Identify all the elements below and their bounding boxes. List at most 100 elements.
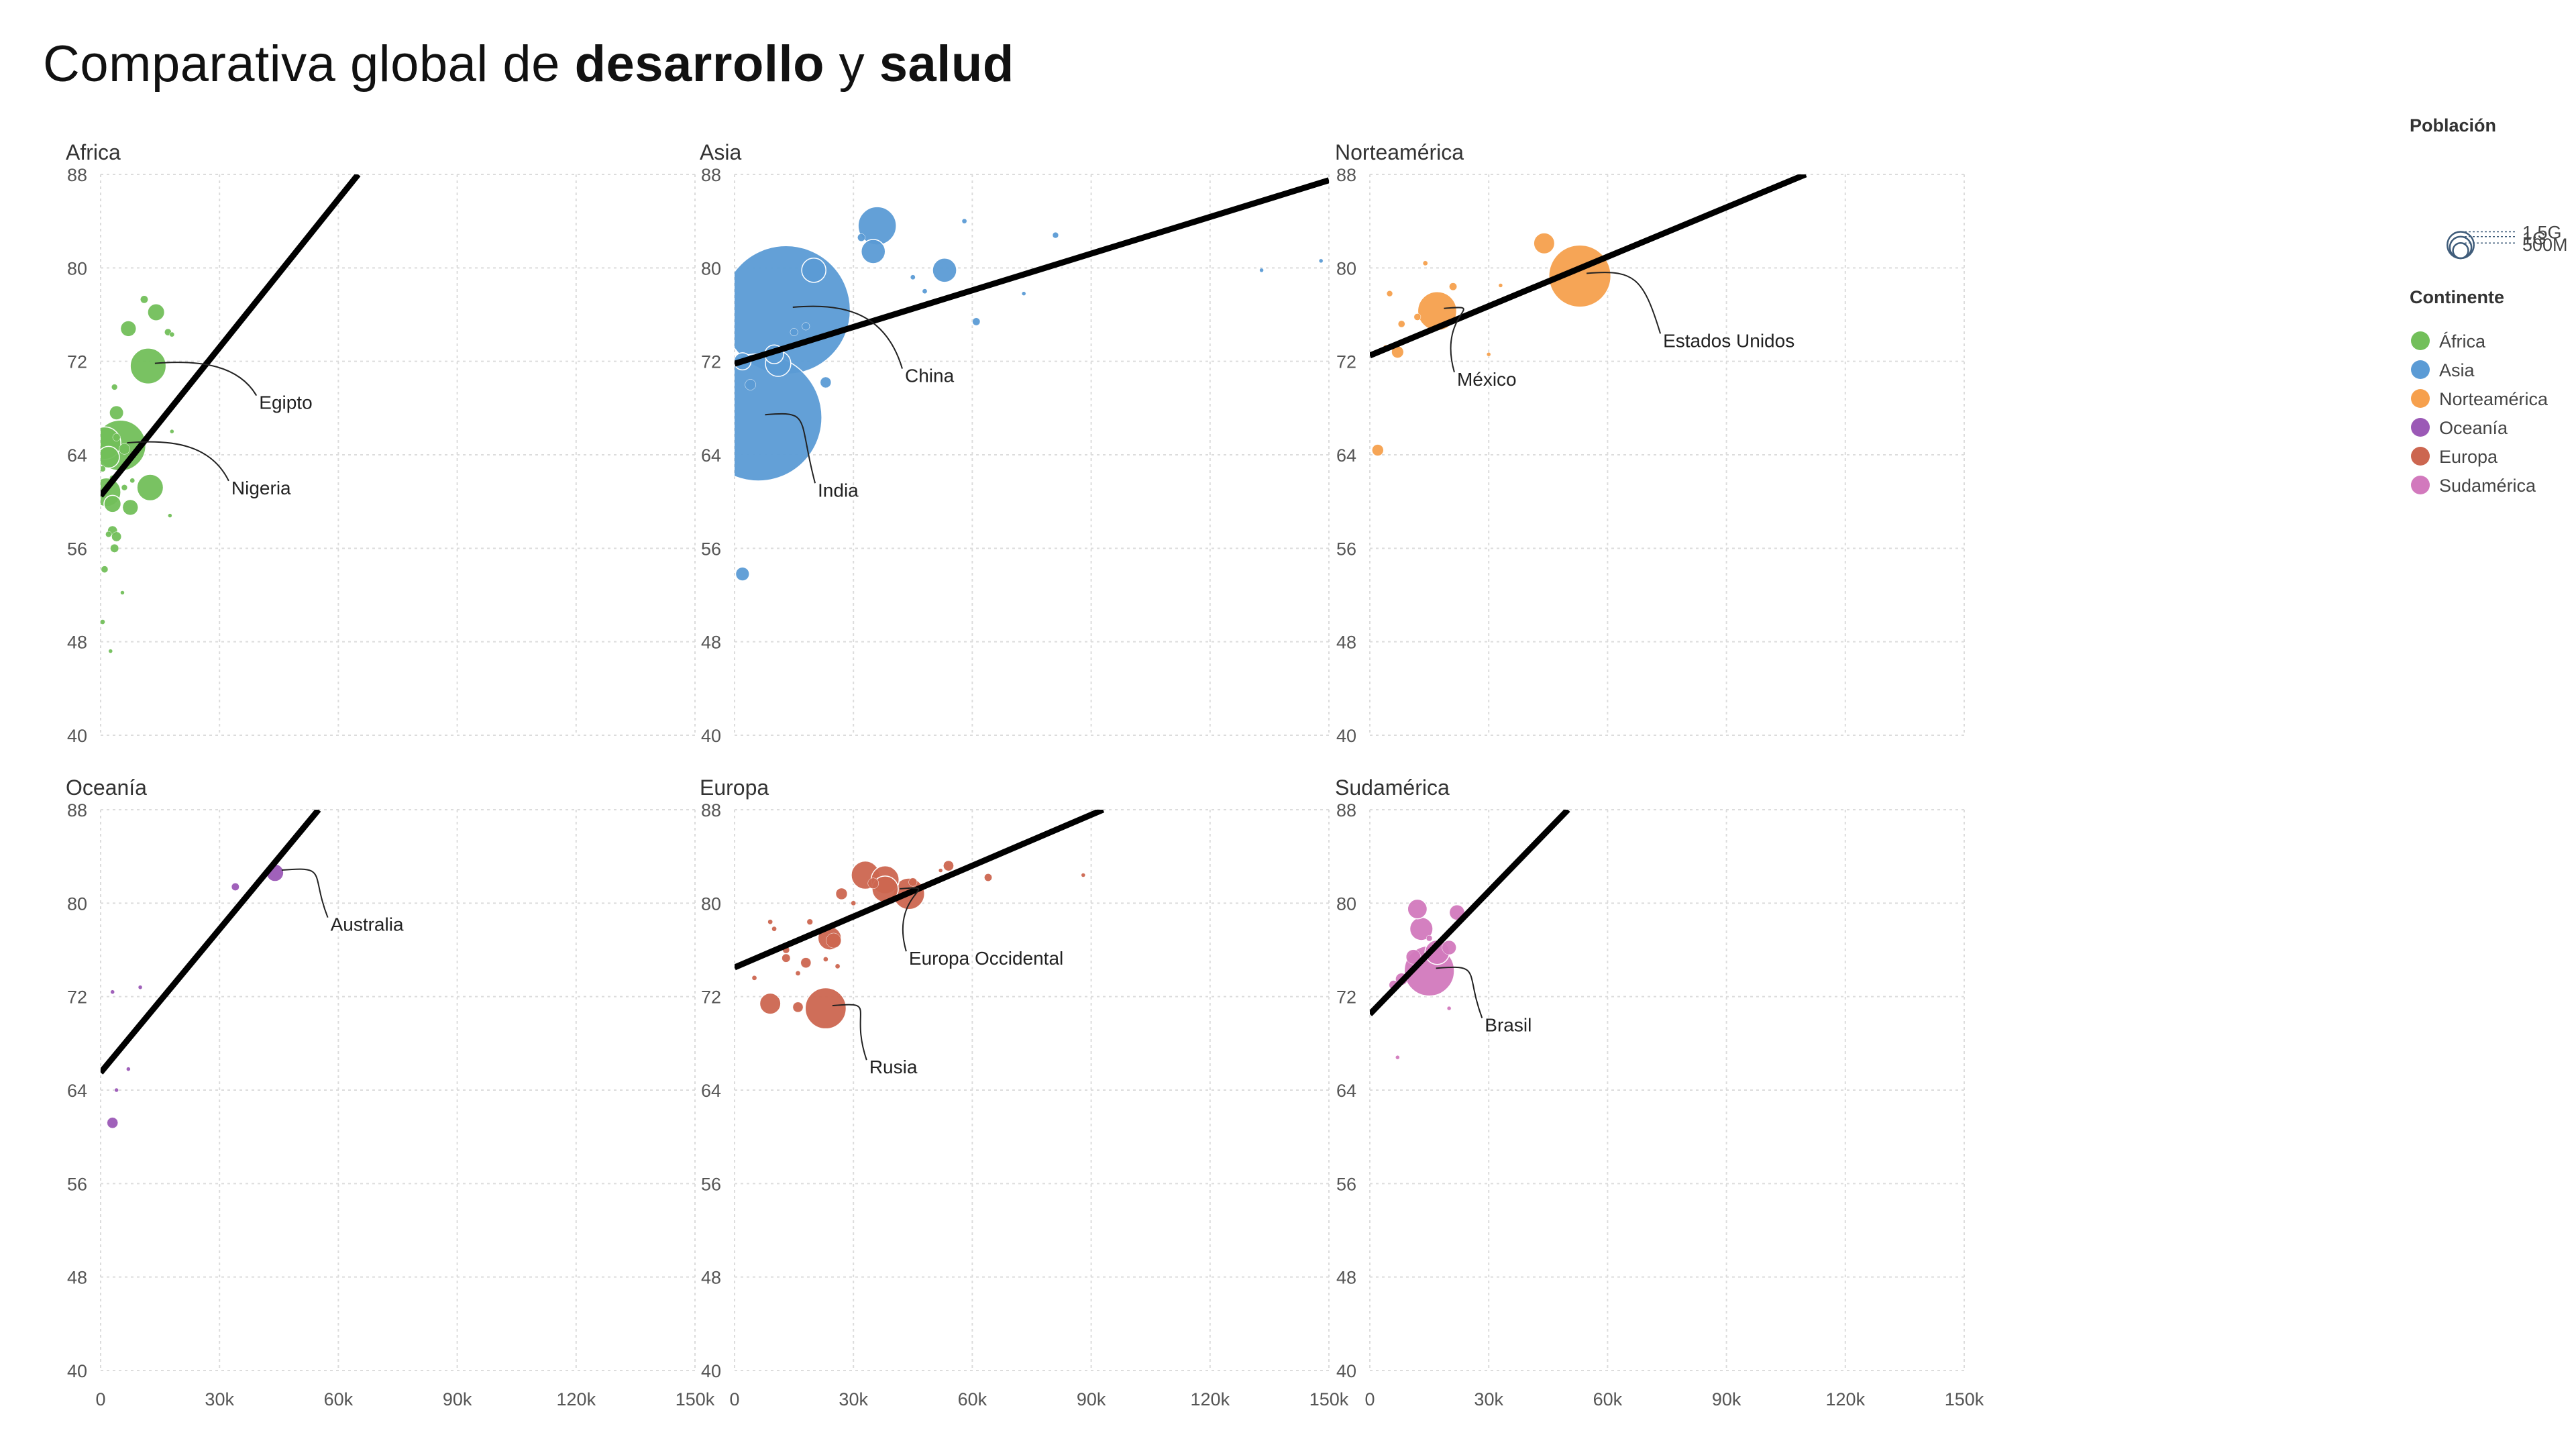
data-point: [932, 258, 957, 283]
x-tick-label: 90k: [443, 1389, 472, 1409]
x-tick-label: 60k: [958, 1389, 987, 1409]
annotation-connector: [765, 413, 816, 484]
annotation-label: Egipto: [259, 392, 312, 413]
panel-title: Sudamérica: [1335, 775, 1450, 800]
data-point: [745, 379, 756, 390]
annotation-label: Estados Unidos: [1663, 330, 1794, 351]
panel-title: Africa: [66, 140, 121, 164]
y-tick-label: 80: [67, 894, 87, 914]
title-part-1: Comparativa global de: [43, 36, 575, 93]
legend-swatch: [2411, 389, 2430, 408]
y-tick-label: 72: [67, 352, 87, 372]
data-point: [107, 1117, 119, 1129]
data-point: [120, 321, 137, 337]
data-point: [938, 868, 943, 873]
y-tick-label: 88: [67, 165, 87, 185]
y-tick-label: 64: [701, 1081, 721, 1101]
facet-panel: Sudamérica 40 48 56 64 72 80 88 0 30k 60k 90k 120k 15…: [1335, 775, 1984, 1409]
data-point: [101, 566, 109, 574]
annotation-connector: [154, 362, 258, 396]
data-point: [101, 619, 105, 625]
facet-panel: Europa 40 48 56 64 72 80 88 0 30k 60k 90k 120k 150k Eu…: [700, 775, 1349, 1409]
panel-plot-area: [1370, 810, 1570, 1060]
data-point: [1426, 934, 1433, 942]
annotation-connector: [281, 868, 329, 918]
annotation-connector: [832, 1004, 867, 1061]
size-legend-circle: [2452, 241, 2469, 260]
legend-swatch: [2411, 476, 2430, 494]
data-point: [792, 1002, 804, 1013]
y-tick-label: 40: [701, 1361, 721, 1381]
data-point: [103, 494, 122, 513]
y-tick-label: 40: [1336, 726, 1356, 746]
data-point: [867, 877, 879, 890]
color-legend-title: Continente: [2410, 287, 2504, 307]
data-point: [1498, 283, 1503, 288]
data-point: [136, 474, 164, 502]
y-tick-label: 48: [67, 633, 87, 653]
size-legend-label: 500M: [2522, 235, 2568, 255]
x-tick-label: 0: [1364, 1389, 1375, 1409]
data-point: [1052, 231, 1059, 239]
panel-plot-area: [101, 174, 361, 653]
y-tick-label: 72: [1336, 352, 1356, 372]
data-point: [1486, 352, 1491, 357]
title-part-3: y: [824, 36, 879, 93]
trend-line: [1370, 810, 1570, 1016]
annotation-connector: [1436, 966, 1483, 1018]
panel-title: Oceanía: [66, 775, 147, 800]
panel-title: Europa: [700, 775, 769, 800]
annotation-connector: [127, 441, 229, 482]
annotation-label: India: [818, 480, 859, 500]
data-point: [126, 1067, 131, 1071]
annotation-label: Brasil: [1485, 1014, 1532, 1035]
y-tick-label: 88: [701, 800, 721, 820]
data-point: [771, 926, 777, 932]
data-point: [804, 987, 847, 1030]
data-point: [922, 288, 928, 294]
data-point: [108, 649, 113, 653]
trend-line: [735, 177, 1329, 367]
data-point: [751, 975, 757, 981]
data-point: [110, 543, 119, 553]
y-tick-label: 56: [1336, 539, 1356, 559]
x-tick-label: 120k: [1826, 1389, 1866, 1409]
data-point: [759, 992, 782, 1015]
data-point: [790, 328, 798, 337]
legend-entry-label: Oceanía: [2439, 418, 2508, 438]
y-tick-label: 40: [67, 726, 87, 746]
data-point: [767, 919, 773, 925]
data-point: [1318, 258, 1324, 264]
data-point: [114, 1087, 119, 1093]
annotation-label: Europa Occidental: [909, 948, 1063, 969]
panel-plot-area: [735, 177, 1329, 581]
y-tick-label: 72: [701, 987, 721, 1008]
x-tick-label: 120k: [1191, 1389, 1230, 1409]
data-point: [231, 882, 239, 891]
data-point: [169, 331, 175, 337]
data-point: [860, 239, 886, 264]
data-point: [1449, 282, 1457, 291]
annotation-label: Rusia: [869, 1057, 918, 1077]
data-point: [101, 466, 106, 472]
legend-swatch: [2411, 447, 2430, 466]
y-tick-label: 40: [67, 1361, 87, 1381]
data-point: [835, 888, 848, 900]
data-point: [1413, 313, 1421, 321]
legend-entry-label: Norteamérica: [2439, 389, 2548, 409]
y-tick-label: 48: [1336, 633, 1356, 653]
x-tick-label: 150k: [1309, 1389, 1349, 1409]
y-tick-label: 88: [701, 165, 721, 185]
y-tick-label: 56: [67, 539, 87, 559]
data-point: [800, 957, 812, 969]
x-tick-label: 90k: [1077, 1389, 1106, 1409]
data-point: [984, 873, 992, 881]
x-tick-label: 0: [95, 1389, 105, 1409]
annotation-label: Nigeria: [231, 478, 291, 498]
title-part-4: salud: [879, 36, 1014, 93]
y-tick-label: 56: [701, 539, 721, 559]
data-point: [129, 478, 136, 484]
data-point: [1442, 940, 1456, 955]
y-tick-label: 40: [1336, 1361, 1356, 1381]
chart-title: Comparativa global de desarrollo y salud: [43, 35, 1014, 93]
